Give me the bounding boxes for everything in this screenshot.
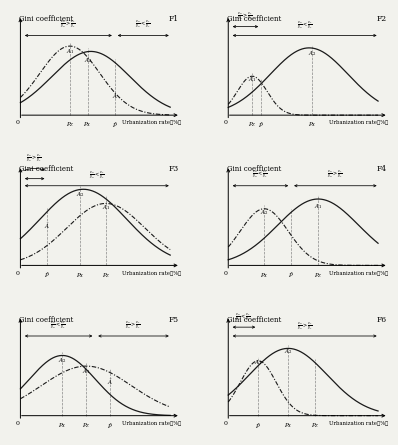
Text: $\frac{c_u}{y_u}<\frac{c_r}{y_r}$: $\frac{c_u}{y_u}<\frac{c_r}{y_r}$ (235, 311, 251, 323)
Text: $\hat{P}$: $\hat{P}$ (45, 271, 50, 280)
Text: $P_Z$: $P_Z$ (101, 271, 110, 279)
Text: Gini coefficient: Gini coefficient (227, 166, 281, 174)
Text: 0: 0 (16, 271, 20, 276)
Text: $P_X$: $P_X$ (308, 121, 316, 129)
Text: $\frac{c_u}{y_u}<\frac{c_r}{y_r}$: $\frac{c_u}{y_u}<\frac{c_r}{y_r}$ (135, 19, 150, 30)
Text: $\frac{c_u}{y_u}>\frac{c_r}{y_r}$: $\frac{c_u}{y_u}>\frac{c_r}{y_r}$ (327, 169, 343, 180)
Text: $P_Z$: $P_Z$ (314, 271, 322, 279)
Text: F1: F1 (169, 15, 179, 23)
Text: $A$: $A$ (112, 92, 118, 100)
Text: F4: F4 (377, 166, 387, 174)
Text: Urbanization rate（%）: Urbanization rate（%） (121, 121, 181, 125)
Text: $\frac{c_u}{y_u}<\frac{c_r}{y_r}$: $\frac{c_u}{y_u}<\frac{c_r}{y_r}$ (89, 170, 105, 181)
Text: $\frac{c_u}{y_u}>\frac{c_r}{y_r}$: $\frac{c_u}{y_u}>\frac{c_r}{y_r}$ (237, 11, 253, 22)
Text: 0: 0 (223, 421, 227, 426)
Text: Gini coefficient: Gini coefficient (227, 15, 281, 23)
Text: 0: 0 (16, 121, 20, 125)
Text: $\frac{c_u}{y_u}<\frac{c_r}{y_r}$: $\frac{c_u}{y_u}<\frac{c_r}{y_r}$ (297, 20, 312, 31)
Text: $A_2$: $A_2$ (76, 190, 84, 199)
Text: $\tilde{A}$: $\tilde{A}$ (107, 377, 113, 387)
Text: $A_1$: $A_1$ (82, 367, 90, 376)
Text: $\frac{c_u}{y_u}>\frac{c_r}{y_r}$: $\frac{c_u}{y_u}>\frac{c_r}{y_r}$ (125, 319, 140, 331)
Text: $\frac{c_u}{y_u}>\frac{c_r}{y_r}$: $\frac{c_u}{y_u}>\frac{c_r}{y_r}$ (26, 153, 42, 165)
Text: $P_Z$: $P_Z$ (311, 421, 320, 430)
Text: $A_1$: $A_1$ (248, 75, 256, 84)
Text: $\frac{c_u}{y_u}<\frac{c_r}{y_r}$: $\frac{c_u}{y_u}<\frac{c_r}{y_r}$ (50, 319, 66, 331)
Text: $P_Z$: $P_Z$ (66, 121, 74, 129)
Text: Gini coefficient: Gini coefficient (227, 316, 281, 324)
Text: $P_X$: $P_X$ (284, 421, 293, 430)
Text: $\hat{P}$: $\hat{P}$ (107, 421, 113, 431)
Text: Urbanization rate（%）: Urbanization rate（%） (330, 421, 388, 426)
Text: Gini coefficient: Gini coefficient (19, 316, 73, 324)
Text: $\hat{P}$: $\hat{P}$ (288, 271, 294, 280)
Text: $\hat{P}$: $\hat{P}$ (255, 421, 261, 431)
Text: Urbanization rate（%）: Urbanization rate（%） (330, 121, 388, 125)
Text: $A_2$: $A_2$ (308, 49, 316, 58)
Text: $A_2$: $A_2$ (260, 208, 268, 217)
Text: $A_2$: $A_2$ (284, 348, 293, 356)
Text: $P_X$: $P_X$ (58, 421, 67, 430)
Text: $\frac{c_u}{y_u}>\frac{c_r}{y_r}$: $\frac{c_u}{y_u}>\frac{c_r}{y_r}$ (297, 320, 312, 332)
Text: $P_Z$: $P_Z$ (248, 121, 256, 129)
Text: 0: 0 (16, 421, 20, 426)
Text: $\hat{P}$: $\hat{P}$ (258, 121, 264, 130)
Text: 0: 0 (223, 121, 227, 125)
Text: F6: F6 (377, 316, 387, 324)
Text: $\hat{P}$: $\hat{P}$ (112, 121, 118, 130)
Text: Gini coefficient: Gini coefficient (19, 166, 73, 174)
Text: $P_X$: $P_X$ (76, 271, 85, 279)
Text: $A_1$: $A_1$ (254, 358, 262, 367)
Text: $A_1$: $A_1$ (314, 202, 322, 211)
Text: F2: F2 (377, 15, 387, 23)
Text: $A_1$: $A_1$ (101, 203, 110, 212)
Text: $A_1$: $A_1$ (66, 47, 74, 56)
Text: Urbanization rate（%）: Urbanization rate（%） (121, 271, 181, 276)
Text: $\tilde{A}$: $\tilde{A}$ (44, 222, 51, 231)
Text: $\frac{c_u}{y_u}>\frac{c_r}{y_r}$: $\frac{c_u}{y_u}>\frac{c_r}{y_r}$ (60, 19, 76, 30)
Text: $\frac{c_u}{y_u}<\frac{c_r}{y_r}$: $\frac{c_u}{y_u}<\frac{c_r}{y_r}$ (252, 169, 267, 180)
Text: $P_X$: $P_X$ (260, 271, 269, 279)
Text: $P_X$: $P_X$ (84, 121, 92, 129)
Text: $A_2$: $A_2$ (58, 356, 66, 365)
Text: F3: F3 (169, 166, 179, 174)
Text: 0: 0 (223, 271, 227, 276)
Text: Urbanization rate（%）: Urbanization rate（%） (121, 421, 181, 426)
Text: $P_Z$: $P_Z$ (82, 421, 91, 430)
Text: Gini coefficient: Gini coefficient (19, 15, 73, 23)
Text: Urbanization rate（%）: Urbanization rate（%） (330, 271, 388, 276)
Text: $A_2$: $A_2$ (84, 56, 92, 65)
Text: F5: F5 (169, 316, 179, 324)
